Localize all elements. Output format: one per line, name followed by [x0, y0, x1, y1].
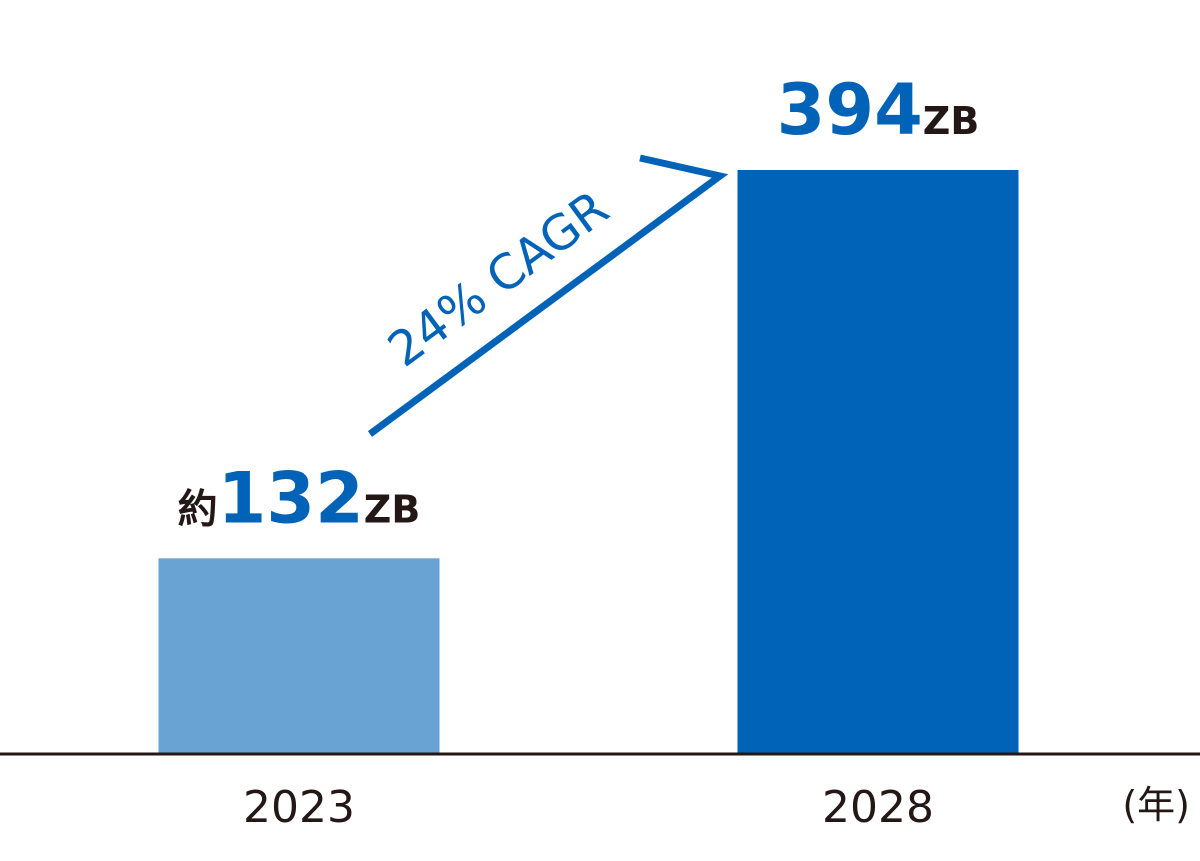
value-label-2023: 約132ZB	[178, 457, 421, 539]
x-tick-labels: 2023 2028	[243, 782, 934, 833]
x-axis-unit-label: (年)	[1122, 783, 1190, 827]
value-label-prefix: 約	[178, 486, 218, 532]
cagr-arrow-line	[367, 154, 729, 437]
bars-group	[158, 170, 1019, 754]
value-label-number: 394	[777, 69, 923, 151]
value-label-2028: 394ZB	[777, 69, 980, 151]
value-label-unit: ZB	[364, 487, 421, 531]
x-tick-label: 2028	[822, 782, 934, 833]
value-label-unit: ZB	[923, 99, 980, 143]
bar-2028	[737, 170, 1019, 754]
x-tick-label: 2023	[243, 782, 355, 833]
value-label-number: 132	[218, 457, 364, 539]
cagr-annotation: 24% CAGR	[367, 154, 729, 437]
bar-2023	[158, 558, 440, 754]
